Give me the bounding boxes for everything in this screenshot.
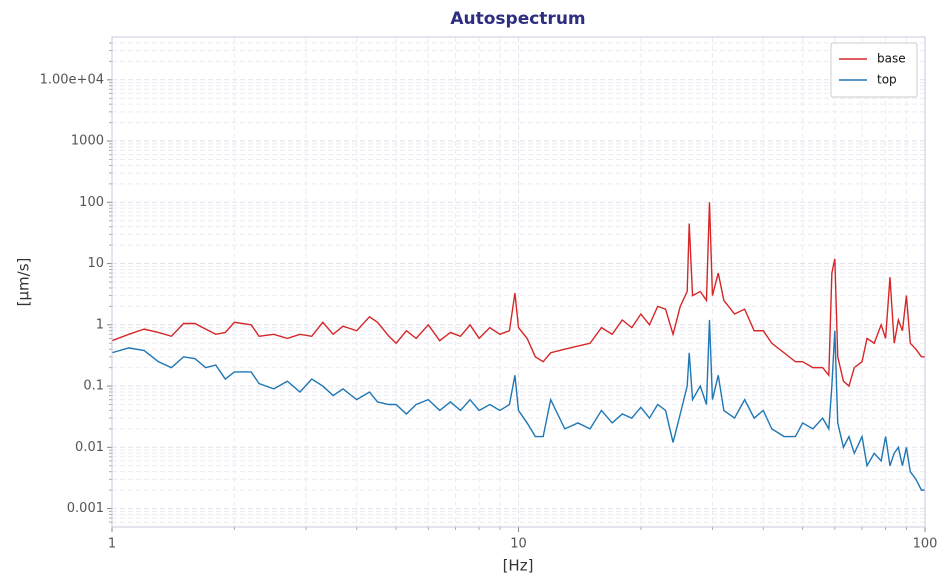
y-tick-label: 0.001 (67, 501, 104, 516)
grid (107, 37, 926, 532)
y-tick-label: 1.00e+04 (40, 72, 104, 87)
plot-lines (111, 202, 925, 491)
legend-label: base (877, 52, 906, 66)
legend: base top (830, 42, 918, 98)
chart-title: Autospectrum (450, 9, 585, 29)
x-axis-label: [Hz] (503, 557, 534, 575)
x-tick-label: 1 (108, 537, 116, 552)
legend-box (830, 42, 918, 98)
y-tick-label: 0.01 (75, 440, 104, 455)
x-tick-label: 10 (510, 537, 527, 552)
y-tick-label: 1000 (71, 134, 104, 149)
y-tick-label: 1 (96, 317, 104, 332)
legend-label: top (877, 73, 897, 87)
series-line (111, 202, 925, 388)
plot-frame (111, 36, 926, 528)
x-tick-label: 100 (913, 537, 938, 552)
y-axis-label: [µm/s] (15, 258, 33, 307)
series-line (111, 319, 925, 491)
y-tick-label: 10 (87, 256, 104, 271)
y-tick-label: 0.1 (83, 379, 104, 394)
y-tick-label: 100 (79, 195, 104, 210)
